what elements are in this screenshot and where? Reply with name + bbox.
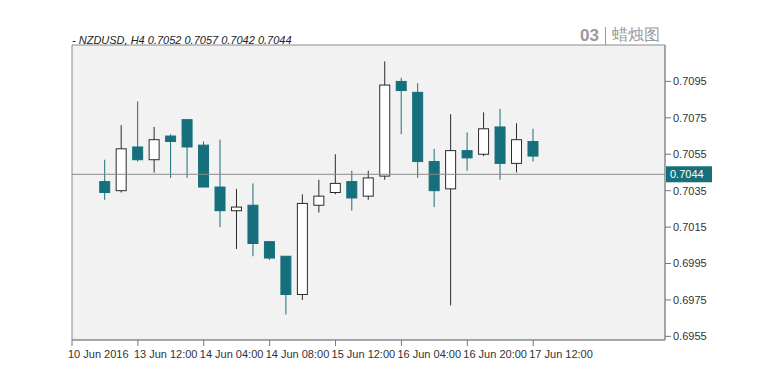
svg-text:0.7044: 0.7044	[670, 168, 704, 180]
svg-text:15 Jun 12:00: 15 Jun 12:00	[332, 348, 396, 360]
svg-text:10 Jun 2016: 10 Jun 2016	[68, 348, 129, 360]
html-text:03: 03	[580, 25, 599, 45]
svg-text:0.7095: 0.7095	[673, 75, 707, 87]
svg-text:16 Jun 20:00: 16 Jun 20:00	[463, 348, 527, 360]
svg-text:0.7035: 0.7035	[673, 185, 707, 197]
svg-text:0.6975: 0.6975	[673, 294, 707, 306]
html-text:- NZDUSD, H4 0.7052 0.7057 0.7: - NZDUSD, H4 0.7052 0.7057 0.7042 0.7044	[72, 34, 292, 46]
svg-text:0.6995: 0.6995	[673, 257, 707, 269]
svg-text:14 Jun 04:00: 14 Jun 04:00	[200, 348, 264, 360]
svg-text:0.6955: 0.6955	[673, 330, 707, 342]
svg-text:16 Jun 04:00: 16 Jun 04:00	[397, 348, 461, 360]
html-text:蜡烛图: 蜡烛图	[611, 26, 660, 43]
svg-text:0.7075: 0.7075	[673, 112, 707, 124]
svg-text:14 Jun 08:00: 14 Jun 08:00	[266, 348, 330, 360]
svg-text:0.7055: 0.7055	[673, 148, 707, 160]
svg-text:17 Jun 12:00: 17 Jun 12:00	[529, 348, 593, 360]
svg-text:0.7015: 0.7015	[673, 221, 707, 233]
svg-text:13 Jun 12:00: 13 Jun 12:00	[134, 348, 198, 360]
